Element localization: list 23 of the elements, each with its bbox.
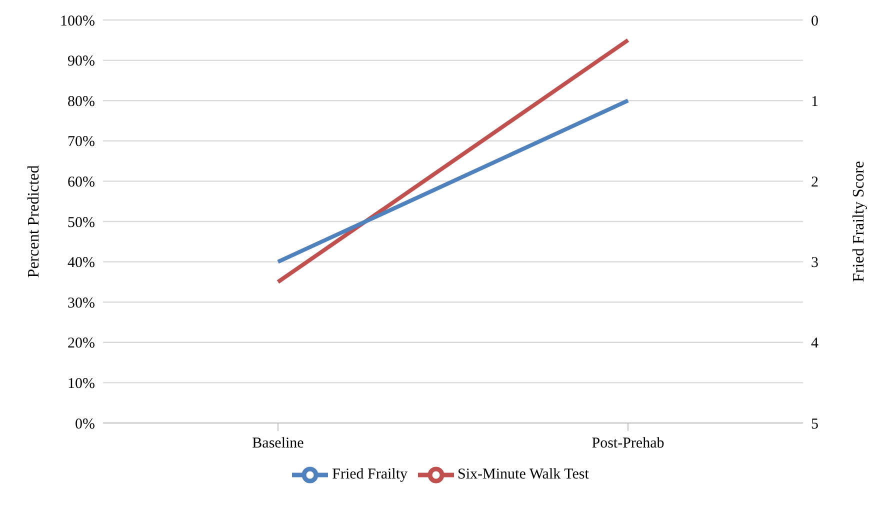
legend-label: Fried Frailty — [332, 466, 408, 482]
y2-tick-label: 0 — [811, 13, 818, 30]
y2-tick-label: 5 — [811, 416, 818, 432]
y2-axis-title: Fried Frailty Score — [850, 161, 868, 282]
y2-tick-label: 4 — [811, 336, 819, 352]
y2-tick-label: 3 — [811, 255, 818, 272]
y-tick-label: 30% — [68, 295, 95, 312]
y-tick-label: 60% — [68, 174, 95, 191]
x-tick-label: Baseline — [252, 436, 304, 452]
y2-tick-label: 1 — [811, 94, 818, 110]
y2-tick-label: 2 — [811, 174, 818, 191]
x-tick-label: Post-Prehab — [592, 436, 664, 452]
y-tick-label: 40% — [68, 255, 95, 272]
y-tick-label: 50% — [68, 214, 95, 231]
legend-label: Six-Minute Walk Test — [458, 466, 589, 482]
y-tick-label: 70% — [68, 134, 95, 150]
y-tick-label: 20% — [68, 336, 95, 352]
y-tick-label: 80% — [68, 94, 95, 110]
y-tick-label: 100% — [60, 13, 95, 30]
y-axis-title: Percent Predicted — [26, 165, 43, 278]
y-tick-label: 90% — [68, 54, 95, 70]
y-tick-label: 0% — [75, 416, 95, 432]
y-tick-label: 10% — [68, 376, 95, 392]
